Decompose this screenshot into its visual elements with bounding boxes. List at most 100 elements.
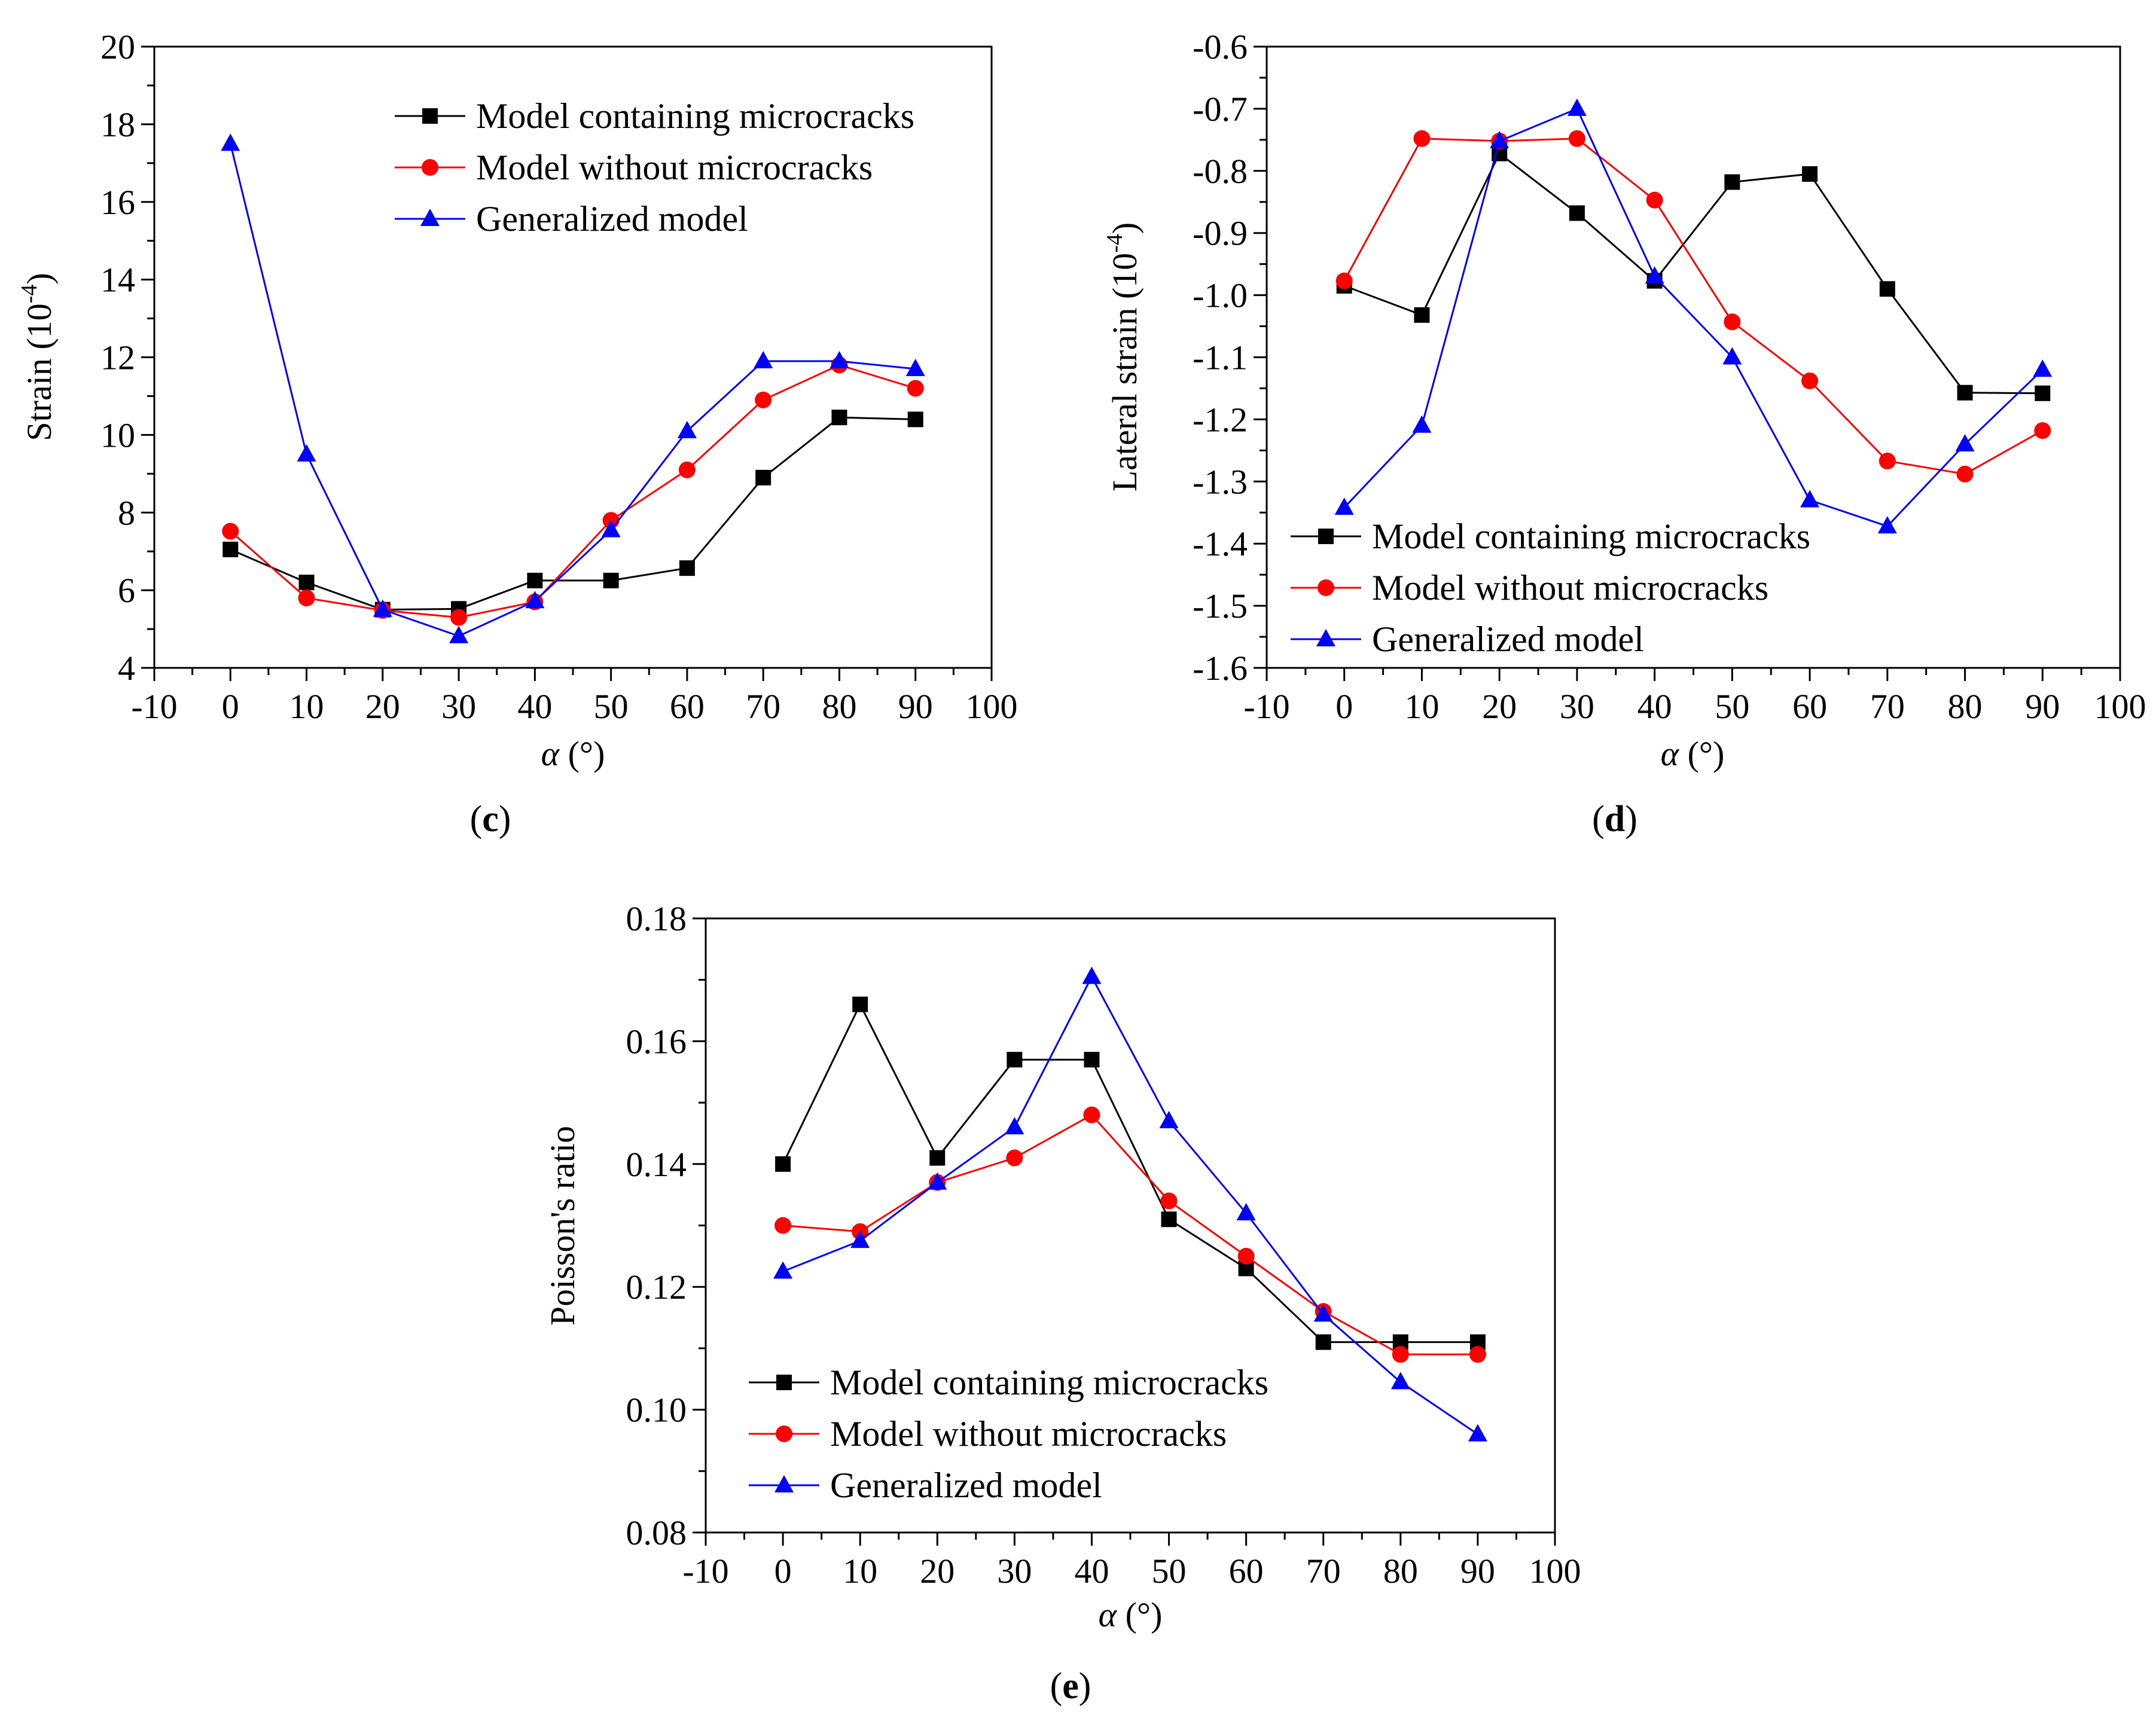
y-tick-label: 18 bbox=[100, 105, 135, 144]
y-tick-label: -1.6 bbox=[1193, 649, 1248, 688]
data-point bbox=[450, 609, 468, 626]
y-tick-label: 8 bbox=[118, 493, 135, 532]
legend-marker bbox=[776, 1375, 792, 1390]
data-point bbox=[297, 444, 316, 462]
data-point bbox=[222, 541, 239, 557]
legend-marker bbox=[420, 209, 440, 226]
data-point bbox=[1567, 98, 1587, 116]
x-tick-label: 0 bbox=[774, 1552, 792, 1590]
y-tick-label: 0.16 bbox=[626, 1022, 687, 1061]
data-point bbox=[298, 590, 315, 607]
data-point bbox=[905, 358, 925, 376]
series-line bbox=[230, 364, 916, 619]
data-point bbox=[449, 625, 469, 643]
x-tick-label: 40 bbox=[1074, 1552, 1109, 1590]
x-tick-label: 80 bbox=[1948, 687, 1983, 726]
data-point bbox=[1490, 130, 1509, 148]
legend-label: Generalized model bbox=[476, 199, 748, 239]
y-tick-label: 0.18 bbox=[626, 899, 687, 938]
y-tick-label: -1.0 bbox=[1193, 276, 1248, 315]
x-tick-label: 70 bbox=[1306, 1552, 1341, 1590]
data-point bbox=[1313, 1304, 1333, 1322]
y-tick-label: 10 bbox=[100, 416, 135, 454]
y-tick-label: 6 bbox=[118, 571, 135, 610]
data-point bbox=[1335, 272, 1353, 289]
x-tick-label: -10 bbox=[131, 687, 177, 726]
x-tick-label: 10 bbox=[289, 687, 324, 726]
y-tick-label: 0.10 bbox=[626, 1391, 687, 1430]
series-line bbox=[782, 1002, 1478, 1344]
x-tick-label: 70 bbox=[746, 687, 780, 726]
x-tick-label: 90 bbox=[2025, 687, 2060, 726]
data-point bbox=[677, 420, 697, 438]
x-tick-label: 20 bbox=[1482, 687, 1517, 726]
x-tick-label: 0 bbox=[222, 687, 239, 726]
x-tick-label: 90 bbox=[898, 687, 933, 726]
legend-label: Model containing microcracks bbox=[1372, 517, 1810, 556]
data-point bbox=[907, 380, 924, 397]
data-point bbox=[831, 410, 847, 426]
x-tick-label: -10 bbox=[682, 1552, 728, 1590]
x-axis-title: α (°) bbox=[541, 734, 605, 773]
data-point bbox=[1724, 313, 1741, 331]
series-3 bbox=[773, 966, 1487, 1442]
data-point bbox=[678, 461, 696, 478]
legend-label: Generalized model bbox=[1372, 619, 1644, 659]
x-axis-title: α (°) bbox=[1661, 734, 1725, 773]
data-point bbox=[773, 1261, 793, 1279]
y-tick-label: -0.9 bbox=[1193, 214, 1248, 253]
data-point bbox=[1955, 434, 1975, 451]
y-tick-label: 0.08 bbox=[626, 1513, 687, 1552]
y-tick-label: 16 bbox=[100, 183, 135, 222]
data-point bbox=[1334, 497, 1354, 515]
data-point bbox=[1237, 1247, 1255, 1265]
legend-marker bbox=[422, 108, 438, 124]
y-tick-label: 0.12 bbox=[626, 1268, 687, 1306]
data-point bbox=[222, 523, 239, 540]
y-tick-label: -1.4 bbox=[1193, 524, 1248, 563]
data-point bbox=[1724, 174, 1740, 190]
panel-label: (c) bbox=[470, 799, 511, 839]
legend: Model containing microcracks Model withou… bbox=[1291, 517, 1810, 659]
series-line bbox=[229, 143, 916, 637]
legend-label: Model without microcracks bbox=[830, 1414, 1227, 1454]
data-point bbox=[1569, 205, 1585, 221]
y-tick-label: -0.8 bbox=[1193, 152, 1248, 191]
legend-marker bbox=[1318, 529, 1334, 544]
data-point bbox=[1392, 1346, 1409, 1363]
data-point bbox=[373, 599, 392, 617]
panel-label: (e) bbox=[1050, 1666, 1091, 1706]
data-point bbox=[1007, 1052, 1023, 1068]
series-2 bbox=[222, 356, 924, 626]
legend-marker bbox=[774, 1475, 794, 1492]
data-point bbox=[1236, 1202, 1256, 1220]
x-tick-label: 10 bbox=[1404, 687, 1439, 726]
series-1 bbox=[222, 410, 923, 618]
data-point bbox=[1160, 1192, 1178, 1210]
y-tick-label: -1.1 bbox=[1193, 338, 1248, 377]
data-point bbox=[1646, 191, 1663, 209]
x-tick-label: 100 bbox=[2094, 687, 2146, 726]
data-point bbox=[907, 411, 923, 428]
data-point bbox=[1469, 1346, 1486, 1363]
data-point bbox=[679, 560, 695, 576]
data-point bbox=[525, 591, 545, 609]
legend-label: Model without microcracks bbox=[476, 148, 873, 187]
y-axis-title: Strain (10-4) bbox=[17, 273, 59, 441]
panel-label: (d) bbox=[1592, 799, 1637, 839]
x-tick-label: 30 bbox=[997, 1552, 1032, 1590]
series-2 bbox=[1335, 130, 2051, 483]
chart-panel-d: -10 0 10 20 30 40 50 60 70 80 90 100 -1.6 -1.5 -1.4 -1.… bbox=[1102, 28, 2146, 839]
x-tick-label: 30 bbox=[1560, 687, 1594, 726]
x-tick-label: 80 bbox=[1383, 1552, 1418, 1590]
data-point bbox=[221, 133, 240, 151]
series-3 bbox=[221, 133, 925, 643]
legend: Model containing microcracks Model withou… bbox=[749, 1363, 1268, 1505]
data-point bbox=[1879, 281, 1895, 297]
legend: Model containing microcracks Model withou… bbox=[395, 96, 914, 239]
data-point bbox=[1956, 465, 1974, 483]
series-2 bbox=[774, 1106, 1486, 1363]
data-point bbox=[774, 1217, 792, 1234]
x-tick-label: 40 bbox=[1637, 687, 1672, 726]
data-point bbox=[1006, 1149, 1023, 1167]
